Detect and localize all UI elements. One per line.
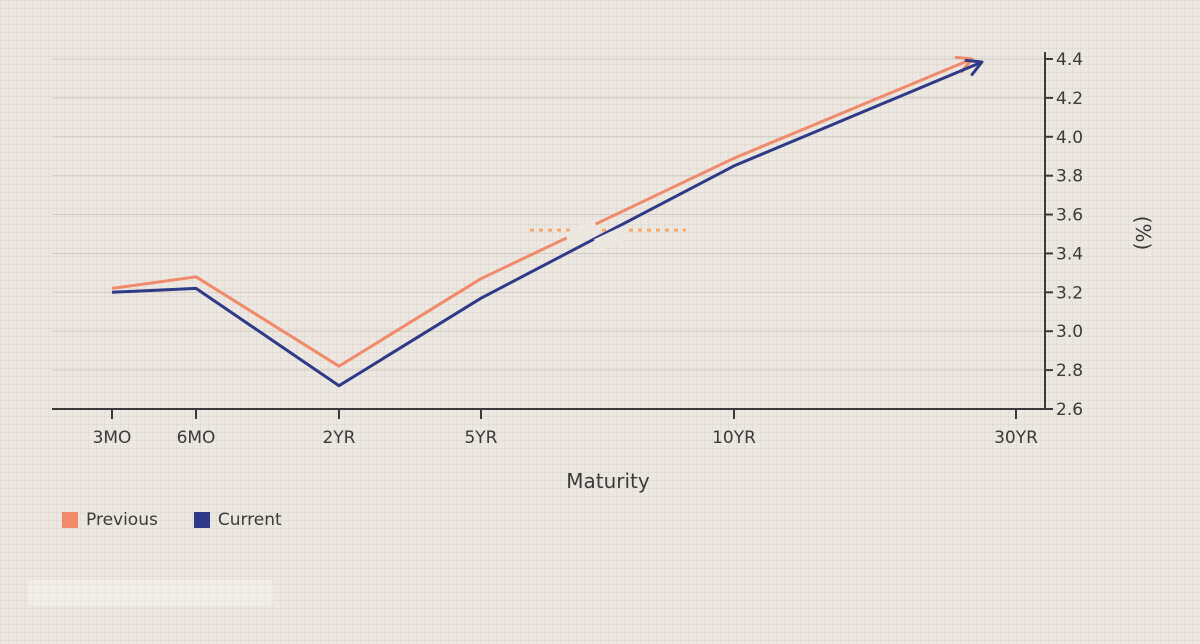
legend-label-current: Current (217, 510, 282, 530)
y-tick-label: 3.0 (1056, 322, 1083, 342)
legend-swatch-previous (62, 512, 78, 528)
legend-swatch-current (193, 512, 210, 528)
x-tick-label: 6MO (177, 428, 216, 448)
x-tick-label: 2YR (322, 428, 355, 448)
y-tick-label: 4.2 (1056, 89, 1083, 109)
y-tick-label: 4.0 (1056, 128, 1083, 148)
x-tick-label: 5YR (464, 428, 497, 448)
y-tick-label: 2.8 (1056, 361, 1083, 381)
x-axis-title: Maturity (566, 469, 650, 493)
series-line-previous (111, 57, 973, 368)
y-tick-label: 4.4 (1056, 50, 1083, 70)
faint-placeholder-box (28, 580, 273, 606)
x-tick-label: 30YR (994, 428, 1038, 448)
line-break-gap (564, 219, 600, 247)
y-axis-title: (%) (1131, 216, 1155, 251)
legend-label-previous: Previous (86, 510, 158, 530)
series-line-current (111, 60, 983, 388)
x-tick-label: 3MO (93, 428, 132, 448)
x-axis-ticks: 3MO 6MO 2YR 5YR 10YR 30YR (93, 409, 1038, 448)
horizontal-gridlines (52, 58, 1045, 410)
x-tick-label: 10YR (712, 428, 756, 448)
y-tick-label: 3.8 (1056, 167, 1083, 187)
y-tick-label: 2.6 (1056, 400, 1083, 420)
y-tick-label: 3.2 (1056, 283, 1083, 303)
y-axis-ticks: 2.6 2.8 3.0 3.2 3.4 3.6 3.8 4.0 4.2 4.4 (1045, 50, 1083, 420)
series-group (111, 55, 984, 388)
y-tick-label: 3.6 (1056, 206, 1083, 226)
y-tick-label: 3.4 (1056, 244, 1083, 264)
legend-item-current: Current (193, 510, 282, 530)
legend-item-previous: Previous (62, 510, 158, 530)
legend: Previous Current (62, 510, 282, 530)
line-break-gap (593, 225, 629, 252)
